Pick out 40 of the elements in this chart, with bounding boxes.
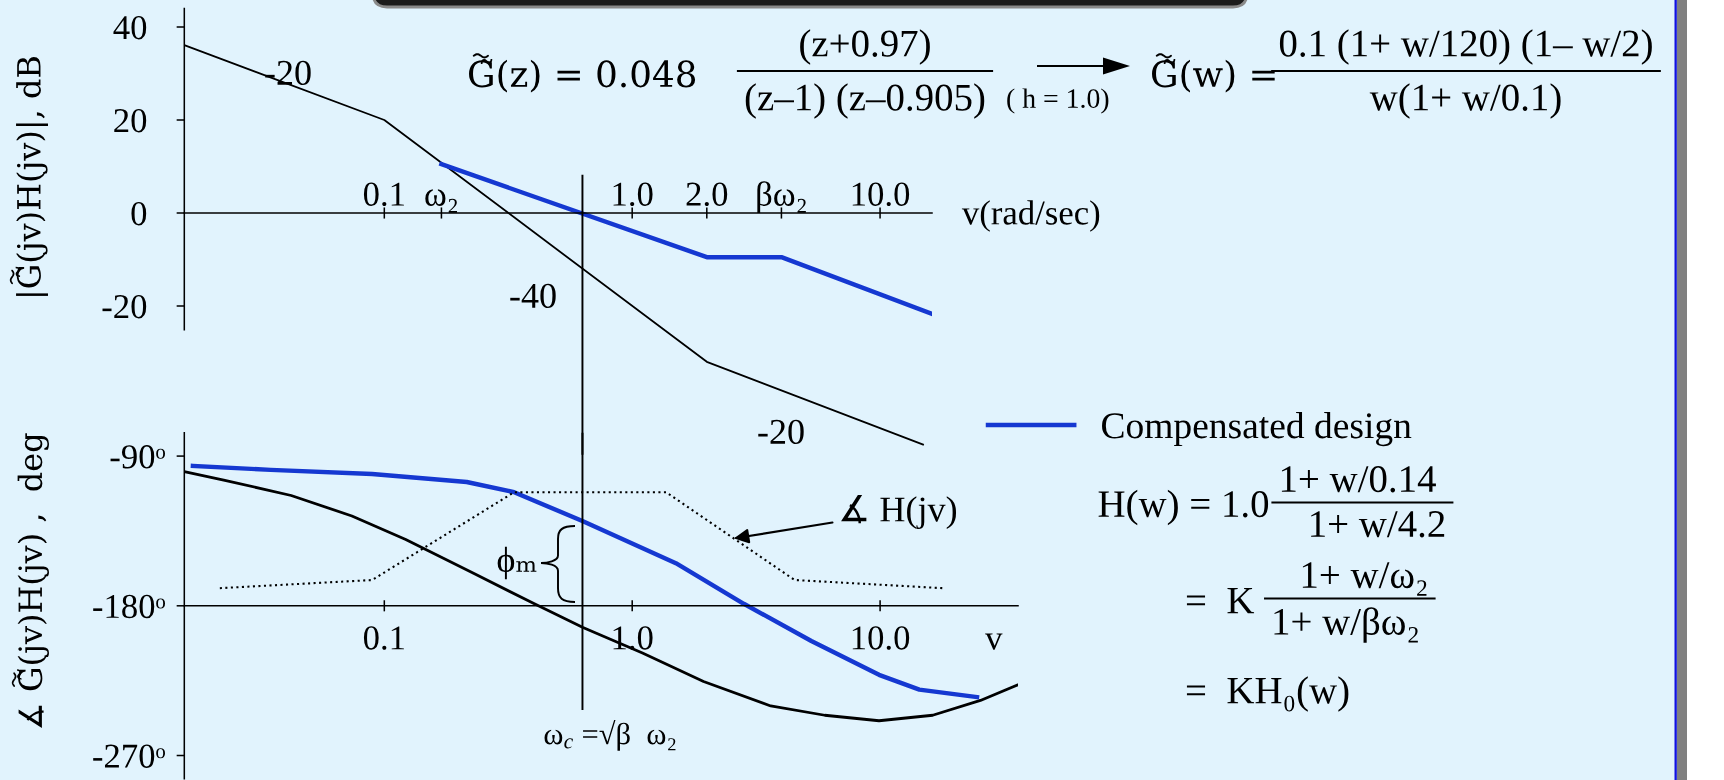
text: = KH₀(w)	[1186, 676, 1349, 712]
text: 1+ w/βω₂	[1274, 607, 1418, 643]
x-tick-label: 0.1	[363, 626, 404, 650]
x-tick-label: ω₂	[425, 189, 458, 213]
y-axis-title: |G̃(jv)H(jv)|, dB	[15, 57, 48, 296]
text: G̃(w) =	[1152, 59, 1275, 93]
annotation: (z+0.97)	[800, 29, 930, 65]
x-tick-label: 1.0	[613, 182, 653, 207]
text: H(w) = 1.0	[1098, 489, 1269, 526]
legend-label: Compensated design	[1102, 412, 1412, 447]
annotation: -20	[758, 419, 804, 445]
y-tick-label: 20	[114, 108, 147, 133]
x-tick-label: 10.0	[852, 182, 910, 207]
annotation: ϕₘ	[497, 546, 537, 580]
y-tick-label: -270ᵒ	[93, 744, 166, 768]
text: ( h = 1.0)	[1007, 88, 1109, 114]
y-tick-label: -20	[102, 294, 147, 319]
annotation: -20	[265, 60, 311, 86]
annotation: G̃(z) = 0.048	[469, 59, 696, 93]
text: 1+ w/ω₂	[1302, 562, 1427, 596]
y-tick-label: -180ᵒ	[93, 594, 166, 619]
x-axis-title: v(rad/sec)	[961, 200, 1100, 232]
annotation: -40	[510, 283, 556, 309]
ref-line-label: ω$_{c}$ =√β ω₂	[544, 719, 676, 751]
text: w(1+ w/0.1)	[1369, 83, 1561, 119]
x-axis-title: v	[985, 633, 1003, 650]
annotation: (z–1) (z–0.905)	[745, 83, 985, 119]
x-tick-label: 10.0	[852, 626, 910, 650]
x-tick-label: βω₂	[757, 181, 806, 213]
x-tick-label: 0.1	[363, 182, 404, 207]
y-tick-label: 0	[131, 201, 147, 226]
text: = K	[1186, 587, 1255, 614]
y-tick-label: 40	[113, 15, 147, 40]
text: 0.1 (1+ w/120) (1– w/2)	[1279, 29, 1652, 65]
text: 1+ w/4.2	[1311, 511, 1445, 538]
y-tick-label: -90ᵒ	[110, 445, 166, 469]
y-axis-title: ∡ G̃(jv)H(jv) , deg	[17, 433, 49, 729]
x-tick-label: 2.0	[686, 182, 728, 207]
annotation: ∡ H(jv)	[841, 495, 957, 530]
text: 1+ w/0.14	[1281, 465, 1436, 493]
